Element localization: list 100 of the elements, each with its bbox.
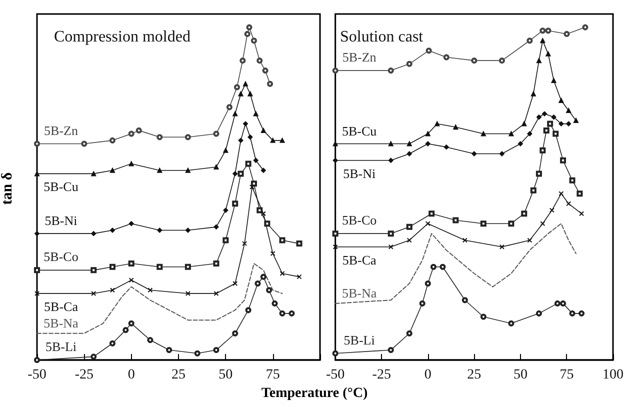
point (540, 221, 546, 226)
point (406, 330, 412, 336)
point (480, 314, 486, 320)
point (128, 320, 134, 326)
point (462, 238, 468, 243)
series-label: 5B-Ca (44, 298, 78, 314)
point (256, 207, 263, 214)
series-label: 5B-Zn (342, 50, 377, 65)
point (430, 264, 436, 270)
point (406, 141, 412, 146)
point (425, 221, 430, 226)
point (388, 141, 394, 146)
series-label: 5B-Co (342, 212, 377, 228)
point (522, 121, 527, 126)
point (213, 260, 220, 267)
x-tick-label: -25 (372, 368, 391, 382)
point (480, 131, 486, 136)
point (185, 290, 190, 296)
point (184, 134, 191, 140)
series-label: 5B-Ca (342, 252, 377, 268)
point (558, 191, 564, 196)
x-tick-label: 100 (602, 368, 624, 382)
point (443, 54, 450, 60)
point (279, 237, 286, 244)
point (499, 244, 504, 250)
point (34, 171, 40, 176)
y-axis-title: tan δ (0, 172, 17, 205)
point (498, 58, 505, 64)
point (109, 340, 116, 346)
point (419, 300, 426, 306)
point (536, 114, 542, 120)
point (147, 337, 154, 344)
point (406, 238, 412, 243)
point (434, 121, 440, 126)
point (296, 240, 302, 247)
point (245, 307, 252, 314)
point (232, 171, 238, 176)
point (332, 230, 338, 237)
point (526, 38, 533, 44)
point (508, 320, 514, 326)
point (110, 168, 115, 173)
point (388, 230, 394, 237)
point (527, 131, 532, 136)
point (91, 290, 96, 296)
point (536, 310, 542, 316)
series-label: 5B-Ni (343, 166, 376, 181)
series-label: 5B-Na (342, 285, 377, 300)
series-label: 5B-Co (44, 249, 78, 264)
series-label: 5B-Zn (44, 122, 78, 138)
point (521, 210, 528, 217)
point (232, 111, 238, 116)
point (508, 220, 514, 227)
point (242, 81, 248, 86)
point (214, 290, 219, 296)
point (128, 278, 134, 283)
point (232, 330, 238, 336)
point (238, 138, 244, 143)
point (109, 264, 116, 270)
series-label: 5B-Ni (44, 213, 78, 228)
point (566, 121, 572, 126)
point (560, 157, 566, 164)
point (558, 121, 564, 126)
point (428, 210, 435, 217)
point (242, 121, 248, 126)
point (549, 208, 554, 213)
point (34, 357, 40, 363)
point (240, 58, 246, 64)
point (128, 260, 134, 267)
point (194, 350, 200, 356)
chart-title: Solution cast (340, 28, 424, 46)
point (267, 80, 274, 87)
point (90, 267, 97, 274)
x-tick-label: 75 (266, 368, 280, 382)
point (34, 140, 40, 147)
point (250, 180, 257, 187)
point (128, 221, 134, 226)
point (136, 127, 142, 134)
point (128, 130, 134, 137)
point (260, 128, 266, 133)
point (254, 280, 261, 286)
point (279, 310, 286, 316)
point (238, 170, 244, 177)
point (569, 177, 576, 184)
point (578, 310, 585, 316)
point (156, 134, 163, 140)
point (260, 274, 266, 280)
point (81, 140, 88, 147)
point (256, 58, 263, 64)
point (213, 347, 220, 354)
point (388, 158, 394, 163)
x-tick-label: -25 (74, 368, 94, 382)
x-axis-title: Temperature (°C) (260, 386, 369, 402)
point (246, 24, 252, 30)
point (566, 201, 572, 206)
point (253, 111, 258, 116)
chart-title: Compression molded (54, 28, 190, 46)
point (424, 280, 431, 286)
point (288, 310, 295, 316)
point (280, 138, 285, 143)
point (109, 137, 116, 144)
